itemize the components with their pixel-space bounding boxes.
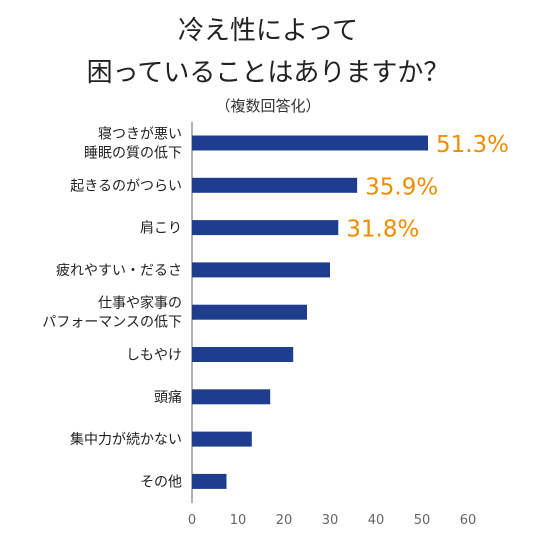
bar-4 (192, 262, 330, 278)
data-label-1: 51.3% (436, 132, 509, 158)
x-tick-label: 50 (414, 513, 431, 528)
bar-2 (192, 177, 358, 193)
x-tick-label: 60 (460, 513, 477, 528)
x-tick-label: 0 (188, 513, 196, 528)
data-label-3: 31.8% (346, 217, 419, 243)
data-label-2: 35.9% (365, 174, 438, 200)
category-label: パフォーマンスの低下 (42, 315, 182, 331)
bar-9 (192, 473, 227, 489)
category-label: 肩こり (140, 221, 182, 237)
x-tick-label: 40 (368, 513, 385, 528)
x-tick-label: 30 (322, 513, 339, 528)
chart-subtitle: （複数回答化） (215, 97, 321, 115)
chart-title-line-2: 困っていることはありますか？ (86, 58, 450, 88)
category-label: その他 (140, 474, 182, 490)
bar-3 (192, 220, 339, 236)
bar-7 (192, 389, 271, 405)
bar-6 (192, 347, 294, 362)
bar-1 (192, 135, 428, 151)
bar-5 (192, 304, 307, 320)
category-label: しもやけ (126, 348, 182, 364)
category-label: 睡眠の質の低下 (84, 146, 182, 162)
bar-8 (192, 431, 252, 447)
category-label: 仕事や家事の (98, 295, 182, 312)
category-label: 起きるのがつらい (70, 178, 182, 194)
category-label: 寝つきが悪い (98, 126, 182, 143)
x-tick-label: 20 (276, 513, 293, 528)
category-label: 頭痛 (154, 389, 182, 406)
category-label: 集中力が続かない (70, 431, 182, 448)
x-tick-label: 10 (230, 513, 247, 528)
chart-title-line-1: 冷え性によって (178, 16, 358, 46)
category-label: 疲れやすい・だるさ (56, 262, 182, 279)
